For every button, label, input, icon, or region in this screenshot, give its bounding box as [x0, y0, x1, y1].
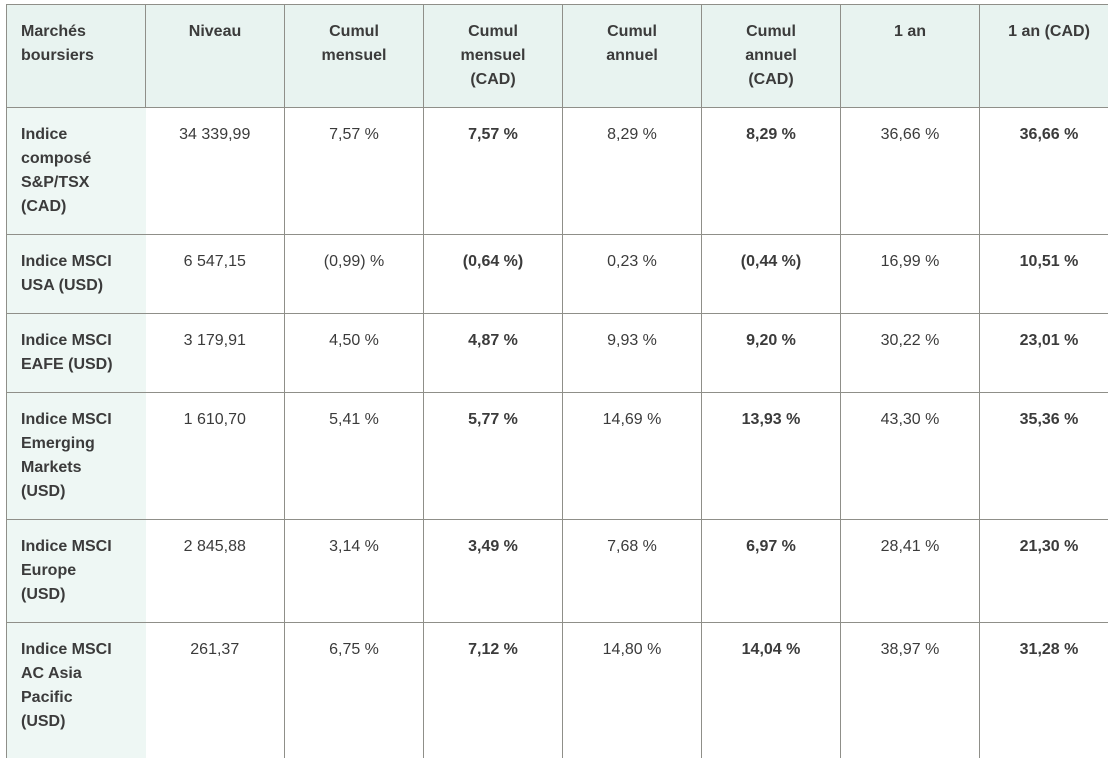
value-cell: 31,28 % — [980, 623, 1108, 758]
value-cell: 13,93 % — [702, 393, 841, 520]
value-cell: 43,30 % — [841, 393, 980, 520]
table-row: Indice MSCI AC Asia Pacific (USD) 261,37… — [7, 623, 1108, 758]
value-cell: 7,57 % — [424, 108, 563, 235]
col-header-cumul-mensuel-cad: Cumul mensuel (CAD) — [424, 5, 563, 108]
value-cell: 7,68 % — [563, 520, 702, 623]
table-row: Indice MSCI Europe (USD) 2 845,88 3,14 %… — [7, 520, 1108, 623]
markets-table: Marchés boursiers Niveau Cumul mensuel C… — [6, 4, 1108, 758]
value-cell: 34 339,99 — [146, 108, 285, 235]
value-cell: (0,44 %) — [702, 235, 841, 314]
col-header-niveau: Niveau — [146, 5, 285, 108]
value-cell: 23,01 % — [980, 314, 1108, 393]
value-cell: 8,29 % — [563, 108, 702, 235]
row-label-cell: Indice MSCI Emerging Markets (USD) — [7, 393, 146, 520]
value-cell: 2 845,88 — [146, 520, 285, 623]
value-cell: 30,22 % — [841, 314, 980, 393]
value-cell: 14,80 % — [563, 623, 702, 758]
value-cell: 38,97 % — [841, 623, 980, 758]
table-row: Indice MSCI Emerging Markets (USD) 1 610… — [7, 393, 1108, 520]
row-label-cell: Indice composé S&P/TSX (CAD) — [7, 108, 146, 235]
value-cell: 14,69 % — [563, 393, 702, 520]
col-header-cumul-mensuel: Cumul mensuel — [285, 5, 424, 108]
table-row: Indice composé S&P/TSX (CAD) 34 339,99 7… — [7, 108, 1108, 235]
col-header-1-an-cad: 1 an (CAD) — [980, 5, 1108, 108]
value-cell: 35,36 % — [980, 393, 1108, 520]
value-cell: 6 547,15 — [146, 235, 285, 314]
col-header-cumul-annuel-cad: Cumul annuel (CAD) — [702, 5, 841, 108]
row-label-cell: Indice MSCI EAFE (USD) — [7, 314, 146, 393]
value-cell: 6,75 % — [285, 623, 424, 758]
value-cell: 261,37 — [146, 623, 285, 758]
col-header-marches-boursiers: Marchés boursiers — [7, 5, 146, 108]
value-cell: 4,87 % — [424, 314, 563, 393]
row-label-cell: Indice MSCI Europe (USD) — [7, 520, 146, 623]
value-cell: 14,04 % — [702, 623, 841, 758]
row-label-cell: Indice MSCI USA (USD) — [7, 235, 146, 314]
value-cell: 7,57 % — [285, 108, 424, 235]
value-cell: 21,30 % — [980, 520, 1108, 623]
value-cell: 3 179,91 — [146, 314, 285, 393]
value-cell: 4,50 % — [285, 314, 424, 393]
value-cell: 8,29 % — [702, 108, 841, 235]
header-row: Marchés boursiers Niveau Cumul mensuel C… — [7, 5, 1108, 108]
value-cell: 5,41 % — [285, 393, 424, 520]
value-cell: 16,99 % — [841, 235, 980, 314]
value-cell: 7,12 % — [424, 623, 563, 758]
markets-table-container: Marchés boursiers Niveau Cumul mensuel C… — [6, 4, 1108, 758]
value-cell: 10,51 % — [980, 235, 1108, 314]
value-cell: (0,64 %) — [424, 235, 563, 314]
col-header-1-an: 1 an — [841, 5, 980, 108]
value-cell: 1 610,70 — [146, 393, 285, 520]
value-cell: 3,14 % — [285, 520, 424, 623]
value-cell: 9,20 % — [702, 314, 841, 393]
value-cell: 28,41 % — [841, 520, 980, 623]
value-cell: 5,77 % — [424, 393, 563, 520]
value-cell: 36,66 % — [841, 108, 980, 235]
value-cell: 3,49 % — [424, 520, 563, 623]
table-row: Indice MSCI USA (USD) 6 547,15 (0,99) % … — [7, 235, 1108, 314]
table-row: Indice MSCI EAFE (USD) 3 179,91 4,50 % 4… — [7, 314, 1108, 393]
value-cell: (0,99) % — [285, 235, 424, 314]
row-label-cell: Indice MSCI AC Asia Pacific (USD) — [7, 623, 146, 758]
col-header-cumul-annuel: Cumul annuel — [563, 5, 702, 108]
value-cell: 36,66 % — [980, 108, 1108, 235]
value-cell: 6,97 % — [702, 520, 841, 623]
value-cell: 0,23 % — [563, 235, 702, 314]
value-cell: 9,93 % — [563, 314, 702, 393]
